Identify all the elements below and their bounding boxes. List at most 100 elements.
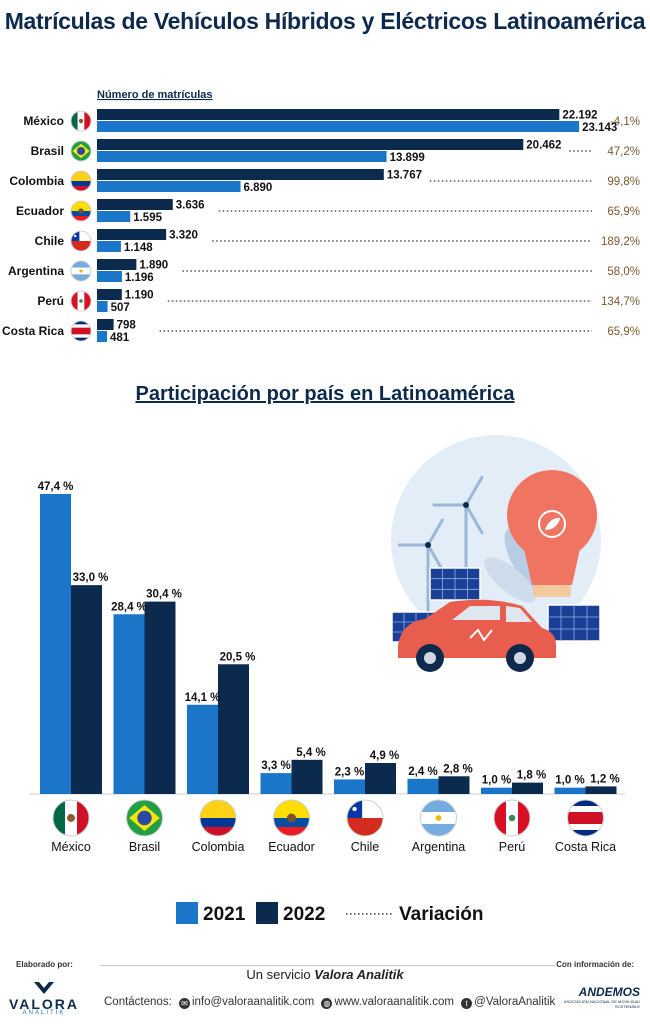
vbar-value-2021: 1,0 % — [482, 775, 511, 787]
page-title: Matrículas de Vehículos Híbridos y Eléct… — [4, 8, 646, 34]
flag-chile-icon — [346, 799, 384, 837]
hbar-variation-value: 99,8% — [607, 176, 640, 188]
legend-item-variacion: Variación — [346, 904, 484, 925]
vbar-group-colombia: 14,1 % 20,5 % Colombia — [185, 651, 256, 854]
hbar-country-label: México — [23, 114, 64, 128]
vbar-country-label: Argentina — [412, 840, 466, 854]
vbar-value-2021: 2,4 % — [408, 766, 437, 778]
hbar-bar-2022 — [97, 169, 384, 180]
contact-email[interactable]: info@valoraanalitik.com — [191, 996, 315, 1008]
vbar-value-2021: 2,3 % — [335, 766, 364, 778]
hbar-value-2022: 1.890 — [139, 260, 168, 272]
contact-twitter[interactable]: @ValoraAnalitik — [474, 996, 556, 1008]
vbar-bar-2021 — [334, 779, 365, 794]
flag-mexico-icon — [52, 799, 90, 837]
legend-item-2022: 2022 — [256, 902, 325, 925]
hbar-bar-2021 — [97, 121, 580, 132]
hbar-value-2022: 3.636 — [176, 200, 205, 212]
andemos-logo-sub: ASOCIACIÓN NACIONAL DE MOVILIDAD SOSTENI… — [563, 999, 640, 1009]
andemos-logo-name: ANDEMOS — [578, 985, 640, 999]
section-title-participacion: Participación por país en Latinoamérica — [135, 383, 515, 405]
vbar-value-2022: 33,0 % — [73, 572, 109, 584]
hbar-value-2021: 23.143 — [582, 122, 617, 134]
hbar-variation-value: 189,2% — [601, 236, 640, 248]
vbar-group-mexico: 47,4 % 33,0 % México — [38, 481, 109, 854]
vbar-value-2021: 14,1 % — [185, 692, 221, 704]
vbar-country-label: Ecuador — [268, 840, 315, 854]
vbar-value-2021: 3,3 % — [261, 760, 290, 772]
hbar-value-2021: 6.890 — [244, 182, 273, 194]
flag-peru-icon — [70, 290, 92, 312]
vbar-bar-2022 — [71, 585, 102, 794]
hbar-row-colombia: Colombia 13.767 6.890 99,8% — [9, 169, 640, 194]
hbar-variation-value: 65,9% — [607, 326, 640, 338]
hbar-country-label: Colombia — [9, 174, 64, 188]
service-line: Un servicio Valora Analitik — [0, 967, 650, 982]
vertical-bar-chart: 47,4 % 33,0 % México 28,4 %30,4 % Brasil 14,1… — [30, 435, 625, 925]
hbar-value-2022: 13.767 — [387, 170, 422, 182]
hbar-value-2021: 13.899 — [390, 152, 425, 164]
flag-ecuador-icon — [273, 799, 310, 837]
hbar-value-2021: 1.196 — [125, 272, 154, 284]
vbar-group-chile: 2,3 % 4,9 % Chile — [334, 750, 399, 854]
footer-divider — [100, 965, 555, 966]
hbar-bar-2021 — [97, 241, 121, 252]
hbar-chart-subtitle: Número de matrículas — [97, 89, 213, 101]
hbar-variation-value: 58,0% — [607, 266, 640, 278]
vbar-bar-2022 — [438, 776, 470, 794]
vbar-country-label: Perú — [499, 840, 525, 854]
elaborado-label: Elaborado por: — [16, 960, 73, 969]
vbar-value-2021: 47,4 % — [38, 481, 74, 493]
contact-line: Contáctenos: ✉ info@valoraanalitik.com ◍ w… — [104, 996, 555, 1009]
flag-costa-rica-icon — [70, 320, 92, 342]
vbar-group-peru: 1,0 % 1,8 % Perú — [481, 770, 546, 854]
hbar-row-brasil: Brasil 20.462 13.899 47,2% — [31, 139, 640, 164]
hbar-variation-value: 134,7% — [601, 296, 640, 308]
hbar-value-2021: 507 — [111, 302, 130, 314]
hbar-variation-value: 65,9% — [607, 206, 640, 218]
hbar-country-label: Argentina — [8, 264, 64, 278]
flag-colombia-icon — [70, 170, 92, 192]
hbar-variation-value: 47,2% — [607, 146, 640, 158]
hbar-row-ecuador: Ecuador 3.636 1.595 65,9% — [16, 199, 640, 224]
vbar-bar-2021 — [113, 614, 145, 794]
vbar-bar-2021 — [260, 773, 292, 794]
flag-argentina-icon — [420, 799, 457, 837]
legend-label-variacion: Variación — [399, 904, 484, 925]
hbar-country-label: Perú — [37, 294, 64, 308]
hbar-country-label: Costa Rica — [2, 324, 64, 338]
legend-item-2021: 2021 — [176, 902, 246, 925]
vbar-value-2021: 28,4 % — [111, 601, 147, 613]
vbar-country-label: Chile — [351, 840, 380, 854]
vbar-bar-2021 — [187, 704, 218, 794]
vbar-group-brasil: 28,4 %30,4 % Brasil — [111, 589, 182, 854]
vbar-bar-2021 — [407, 778, 439, 794]
vbar-bar-2022 — [512, 782, 543, 794]
contact-web[interactable]: www.valoraanalitik.com — [334, 996, 454, 1008]
electric-car-illustration — [391, 435, 601, 672]
vbar-bar-2022 — [585, 786, 617, 794]
hbar-value-2021: 481 — [110, 332, 130, 344]
vbar-country-label: Costa Rica — [555, 840, 616, 854]
hbar-value-2022: 22.192 — [562, 110, 597, 122]
flag-costa-rica-icon — [567, 799, 604, 837]
vbar-value-2022: 1,2 % — [590, 773, 619, 785]
vbar-value-2022: 30,4 % — [146, 589, 182, 601]
contact-label: Contáctenos: — [104, 996, 172, 1008]
vbar-bar-2022 — [291, 759, 323, 794]
legend-swatch-2022 — [256, 902, 278, 924]
vbar-bar-2021 — [481, 787, 512, 794]
service-brand: Valora Analitik — [314, 967, 404, 982]
legend-label-2021: 2021 — [203, 904, 246, 925]
email-icon: ✉ — [178, 998, 190, 1009]
hbar-value-2022: 3.320 — [169, 230, 198, 242]
hbar-bar-2022 — [97, 319, 114, 330]
vbar-value-2022: 20,5 % — [220, 651, 256, 663]
hbar-bar-2022 — [97, 139, 524, 150]
flag-peru-icon — [493, 799, 531, 837]
hbar-bar-2022 — [97, 229, 167, 240]
hbar-bar-2022 — [97, 289, 122, 300]
flag-brasil-icon — [126, 799, 163, 837]
